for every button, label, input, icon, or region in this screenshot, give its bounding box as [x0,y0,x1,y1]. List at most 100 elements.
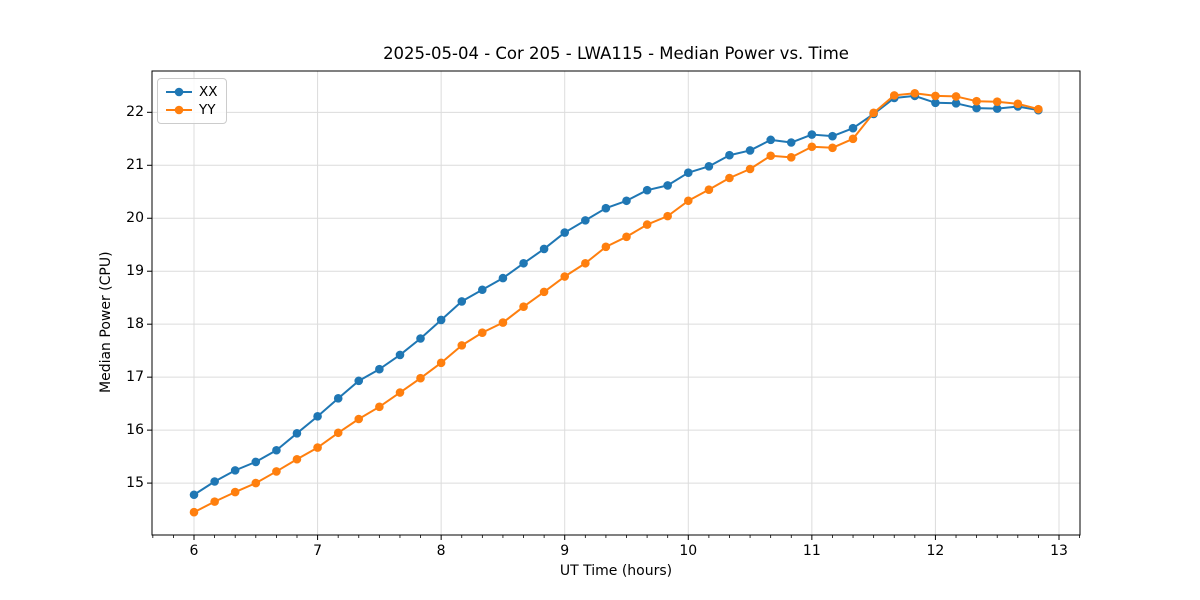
x-tick-label: 6 [189,543,199,559]
x-tick-label: 12 [926,543,945,559]
legend-label-yy: YY [199,102,216,118]
chart-title: 2025-05-04 - Cor 205 - LWA115 - Median P… [383,44,849,63]
series-marker-yy [292,454,302,464]
series-marker-xx [951,99,961,108]
series-marker-yy [931,91,940,101]
series-marker-xx [683,168,693,177]
series-marker-yy [251,478,261,488]
series-marker-yy [1034,104,1043,114]
series-marker-yy [313,443,322,452]
series-marker-yy [1013,99,1023,109]
series-marker-xx [931,98,940,108]
series-marker-yy [354,414,364,424]
series-marker-xx [539,244,549,254]
axes-spines [151,70,1081,536]
series-marker-xx [725,150,734,160]
series-marker-yy [992,97,1002,107]
series-marker-xx [992,104,1002,113]
y-tick-label: 17 [126,369,144,386]
series-marker-xx [581,216,590,225]
series-marker-yy [457,341,467,350]
series-marker-xx [210,477,219,486]
series-marker-xx [251,457,261,467]
series-marker-yy [436,358,446,368]
y-tick-label: 18 [126,316,144,333]
series-marker-xx [230,466,240,475]
x-tick-label: 7 [313,543,323,559]
series-marker-xx [375,364,384,374]
y-tick-label: 20 [126,210,144,227]
y-tick-label: 19 [126,263,144,280]
series-marker-xx [292,429,302,438]
series-marker-xx [313,412,322,421]
series-marker-yy [869,108,878,118]
series-marker-yy [272,467,281,476]
plot-area [152,71,1080,535]
x-tick-label: 8 [436,543,446,559]
series-marker-yy [889,91,899,100]
series-marker-xx [272,445,281,455]
series-marker-yy [786,153,796,162]
series-marker-xx [354,376,364,386]
series-marker-xx [498,273,508,283]
series-marker-xx [807,130,817,139]
series-marker-yy [951,92,961,101]
y-tick-label: 16 [126,422,144,439]
series-marker-yy [848,134,858,144]
x-tick-label: 13 [1050,543,1068,559]
series-marker-yy [663,211,672,221]
series-marker-xx [395,350,405,360]
series-marker-yy [416,373,425,383]
series-marker-yy [725,173,734,183]
series-marker-xx [333,394,343,403]
series-marker-yy [704,185,714,194]
series-marker-xx [745,146,755,155]
series-marker-yy [189,507,199,517]
series-marker-yy [910,88,920,98]
series-marker-xx [786,138,796,147]
legend-marker-yy-icon [166,105,192,115]
series-marker-yy [539,287,549,297]
series-marker-yy [683,196,693,206]
y-tick-label: 21 [126,157,144,174]
series-marker-yy [745,164,755,174]
series-marker-yy [622,232,631,242]
series-marker-yy [560,272,570,281]
series-marker-xx [766,135,776,145]
legend-entry-xx: XX [165,83,218,101]
x-tick-label: 10 [679,543,698,559]
series-marker-xx [416,334,425,343]
series-marker-yy [395,388,405,397]
series-marker-yy [972,96,981,106]
series-marker-yy [766,151,776,161]
x-axis-label: UT Time (hours) [559,563,673,579]
series-marker-xx [457,297,467,306]
series-marker-yy [333,428,343,438]
y-tick-label: 22 [126,104,144,121]
y-tick-label: 15 [126,475,144,492]
series-marker-yy [642,220,652,229]
series-marker-xx [642,185,652,195]
series-marker-xx [848,123,858,133]
series-marker-xx [663,181,672,190]
series-marker-yy [230,487,240,497]
series-marker-yy [210,497,219,506]
series-line-xx [193,94,1039,496]
legend-marker-xx-icon [166,87,192,97]
x-tick-label: 11 [802,543,821,559]
series-marker-xx [478,285,487,295]
series-marker-xx [622,196,631,206]
series-marker-yy [581,258,590,268]
series-marker-xx [704,162,714,171]
series-marker-yy [807,142,817,152]
x-tick-label: 9 [560,543,570,559]
series-marker-yy [828,143,837,153]
series-marker-xx [828,131,837,141]
series-marker-yy [375,402,384,412]
series-marker-xx [519,258,528,268]
series-marker-yy [601,242,611,252]
legend: XX YY [157,78,227,124]
series-marker-yy [478,328,487,337]
series-marker-xx [601,203,611,213]
